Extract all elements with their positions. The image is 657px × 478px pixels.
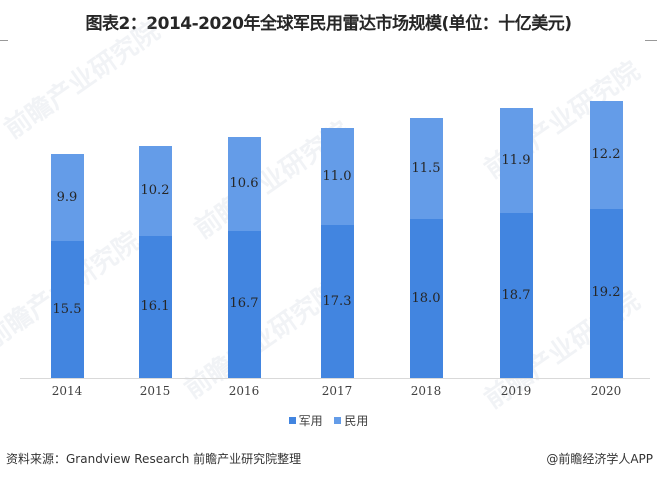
x-tick-label: 2020 xyxy=(590,384,622,398)
credit-note: @前瞻经济学人APP xyxy=(546,452,653,466)
x-tick-label: 2016 xyxy=(228,384,260,398)
legend-item-military[interactable]: 军用 xyxy=(288,414,323,428)
data-label-civilian: 10.2 xyxy=(140,183,170,198)
data-label-civilian: 12.2 xyxy=(591,146,621,162)
bar-segment-military: 18.7 xyxy=(499,213,533,378)
legend-label: 民用 xyxy=(344,414,369,428)
x-tick-label: 2018 xyxy=(410,384,442,398)
bar-segment-civilian: 11.9 xyxy=(499,108,533,214)
bar-segment-military: 19.2 xyxy=(589,208,623,378)
bar-2017: 11.0 17.3 xyxy=(320,128,354,378)
bar-2018: 11.5 18.0 xyxy=(409,117,443,378)
bar-segment-civilian: 10.2 xyxy=(138,146,172,236)
data-label-military: 17.3 xyxy=(322,293,352,309)
legend: 军用 民用 xyxy=(0,412,657,429)
legend-swatch-civilian xyxy=(334,417,342,424)
bar-segment-military: 15.5 xyxy=(50,241,84,378)
data-label-military: 18.0 xyxy=(411,290,441,306)
bar-2015: 10.2 16.1 xyxy=(138,146,172,378)
bar-segment-civilian: 12.2 xyxy=(589,101,623,209)
divider-tick-left xyxy=(0,40,8,41)
data-label-civilian: 11.9 xyxy=(501,152,531,168)
bar-2016: 10.6 16.7 xyxy=(227,137,261,378)
bar-segment-military: 16.7 xyxy=(227,230,261,378)
x-axis-line xyxy=(20,378,650,379)
legend-label: 军用 xyxy=(298,414,323,428)
data-label-military: 18.7 xyxy=(501,287,531,303)
bar-2020: 12.2 19.2 xyxy=(589,101,623,378)
x-tick-label: 2014 xyxy=(51,384,83,398)
bar-2014: 9.9 15.5 xyxy=(50,153,84,378)
legend-swatch-military xyxy=(288,417,296,424)
legend-item-civilian[interactable]: 民用 xyxy=(334,414,368,428)
bar-2019: 11.9 18.7 xyxy=(499,108,533,378)
chart-title: 图表2：2014-2020年全球军民用雷达市场规模(单位：十亿美元) xyxy=(85,14,572,34)
bar-segment-civilian: 11.0 xyxy=(320,128,354,226)
data-label-civilian: 11.5 xyxy=(411,160,441,176)
source-note: 资料来源：Grandview Research 前瞻产业研究院整理 xyxy=(6,452,302,466)
data-label-military: 16.7 xyxy=(229,296,259,312)
data-label-civilian: 10.6 xyxy=(229,175,259,191)
divider-tick-right xyxy=(645,40,657,41)
x-tick-label: 2019 xyxy=(500,384,532,398)
x-tick-label: 2017 xyxy=(321,384,353,398)
data-label-military: 19.2 xyxy=(591,285,621,301)
x-tick-label: 2015 xyxy=(139,384,171,398)
data-label-civilian: 9.9 xyxy=(56,189,78,205)
bar-segment-civilian: 9.9 xyxy=(50,153,84,242)
bar-segment-military: 16.1 xyxy=(138,235,172,378)
bar-segment-military: 17.3 xyxy=(320,225,354,378)
bar-segment-civilian: 11.5 xyxy=(409,117,443,220)
data-label-civilian: 11.0 xyxy=(322,168,352,184)
bar-segment-civilian: 10.6 xyxy=(227,137,261,231)
data-label-military: 16.1 xyxy=(140,298,170,314)
data-label-military: 15.5 xyxy=(52,301,82,317)
bar-segment-military: 18.0 xyxy=(409,219,443,378)
